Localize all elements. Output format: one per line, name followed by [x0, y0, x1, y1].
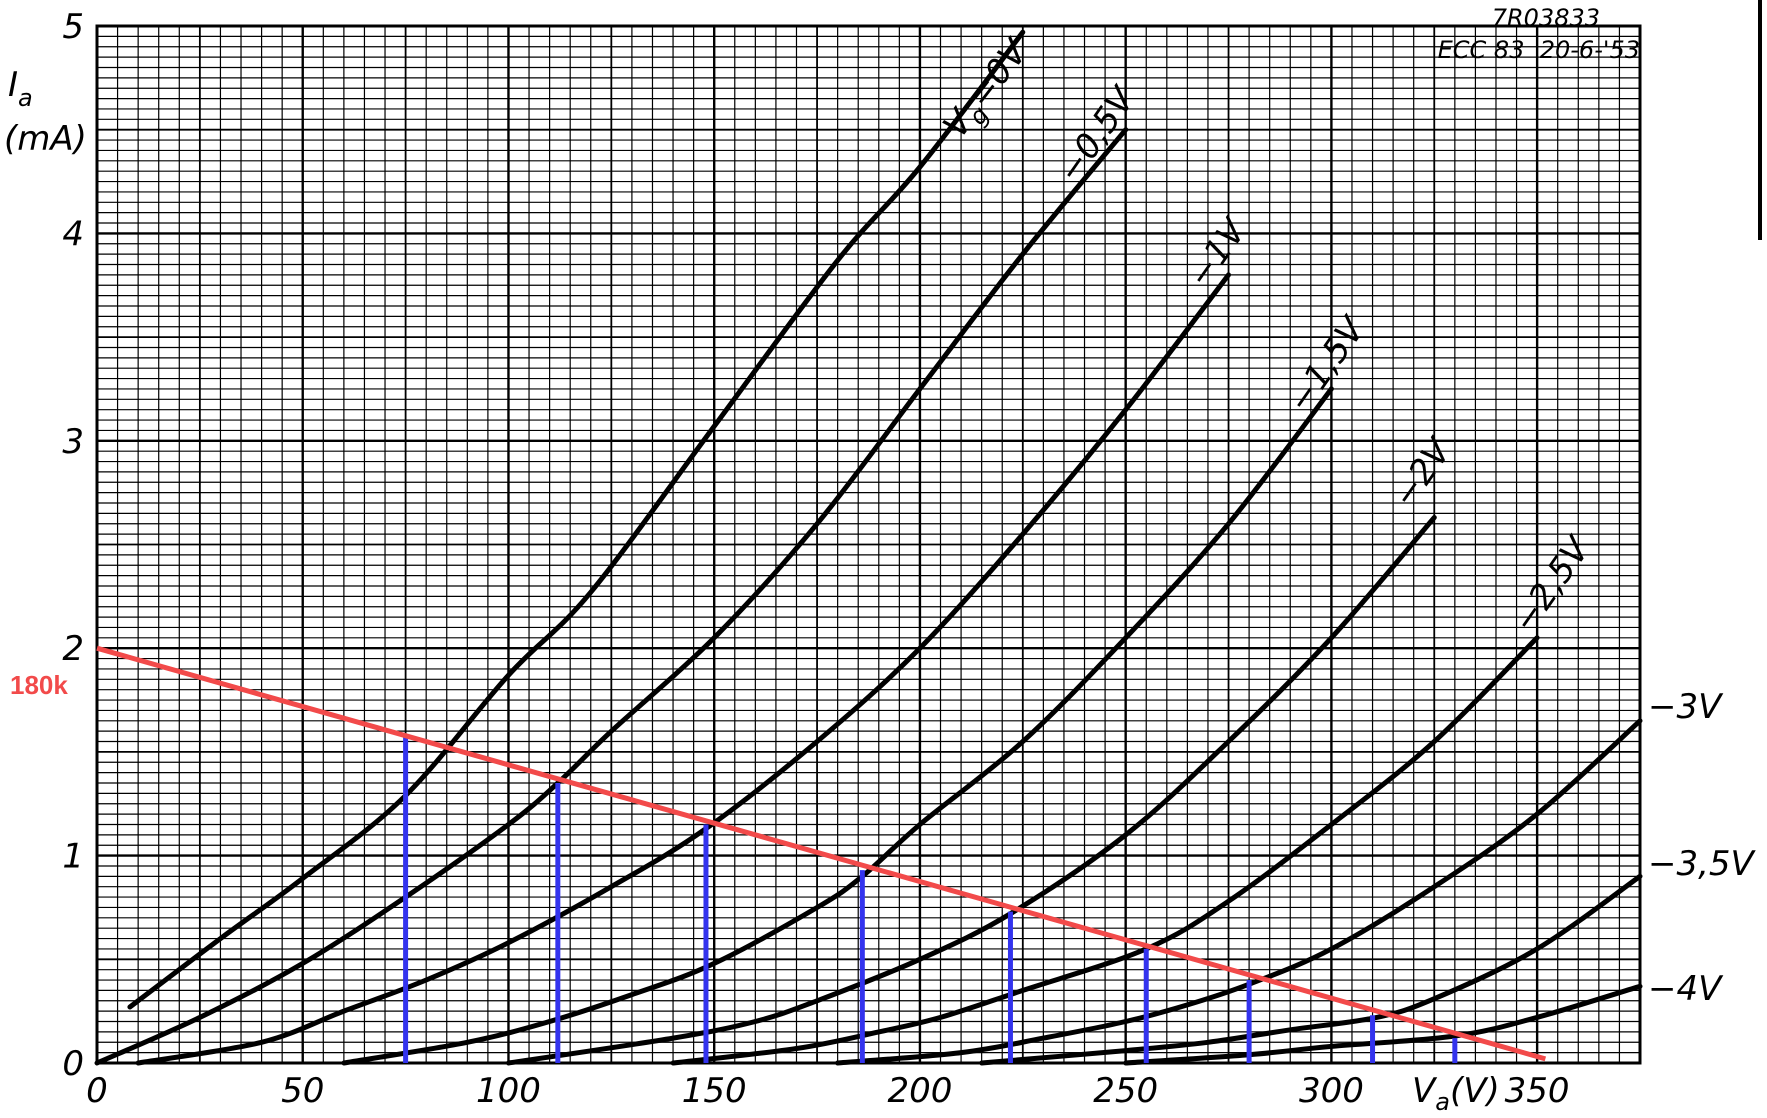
y-tick-label-3: 3: [62, 422, 84, 462]
x-tick-label-5: 250: [1093, 1071, 1158, 1111]
intersection-lines: [403, 735, 1458, 1063]
y-tick-label-0: 0: [62, 1044, 84, 1084]
x-tick-label-0: 0: [86, 1071, 108, 1111]
load-line-group: 180k: [10, 645, 1547, 1062]
curve-series-8: [1123, 983, 1643, 1066]
grid: [95, 24, 1642, 1065]
x-tick-label-7: 350: [1505, 1071, 1570, 1111]
x-tick-label-4: 200: [887, 1071, 952, 1111]
curve-label-7: −3,5V: [1648, 844, 1757, 884]
curve-series-1: [94, 127, 1129, 1066]
load-line-label: 180k: [10, 670, 68, 700]
curve-label-6: −3V: [1648, 687, 1724, 727]
x-tick-label-6: 300: [1299, 1071, 1364, 1111]
curve-series-7: [979, 873, 1643, 1066]
x-tick-label-1: 50: [281, 1071, 324, 1111]
load-line: [96, 645, 1547, 1062]
y-axis-symbol: I: [8, 65, 18, 105]
x-axis-title: Va(V): [1412, 1071, 1500, 1116]
curve-label-8: −4V: [1648, 969, 1724, 1009]
y-axis-title: Ia (mA): [4, 65, 87, 159]
y-axis-unit: (mA): [4, 119, 87, 159]
tube-stamp: ECC 83 20-6-'53: [1438, 36, 1640, 64]
curve-series-6: [835, 718, 1643, 1066]
y-tick-label-4: 4: [62, 214, 84, 254]
x-axis-unit: (V): [1450, 1071, 1500, 1111]
curve-series-0: [127, 29, 1026, 1010]
right-edge-fragment: [1758, 0, 1762, 240]
curves: [94, 29, 1643, 1066]
x-tick-label-3: 150: [682, 1071, 747, 1111]
curve-label-3: −1,5V: [1280, 308, 1375, 420]
x-axis-subscript: a: [1435, 1088, 1450, 1116]
svg-text:Ia: Ia: [8, 65, 33, 112]
svg-text:Va(V): Va(V): [1412, 1071, 1500, 1116]
y-tick-label-5: 5: [62, 7, 84, 47]
curve-series-5: [670, 635, 1540, 1066]
x-tick-label-2: 100: [476, 1071, 541, 1111]
curve-label-4: −2V: [1385, 430, 1461, 515]
x-axis-symbol: V: [1412, 1071, 1438, 1111]
chart-id-code: 7R03833: [1492, 4, 1600, 32]
curve-label-0: Vg=0V: [936, 31, 1042, 149]
labels: 0 50 100 150 200 250 300 350012345Vg=0V−0,5V−1V…: [62, 7, 1756, 1111]
curve-series-4: [506, 515, 1437, 1066]
y-tick-label-2: 2: [62, 629, 84, 669]
y-tick-label-1: 1: [62, 837, 84, 877]
y-axis-subscript: a: [18, 84, 33, 112]
